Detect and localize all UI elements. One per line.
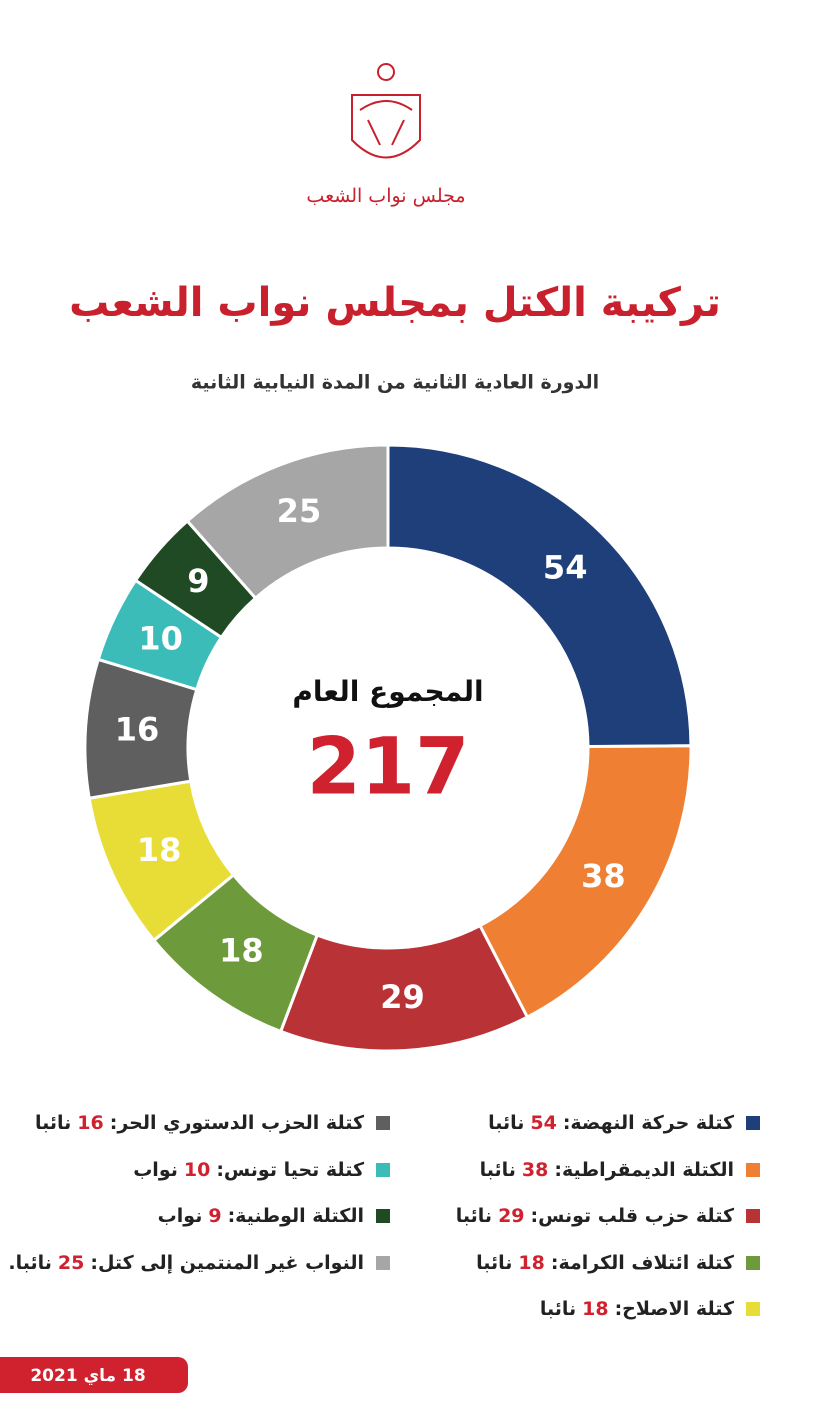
legend-unit: نائبا <box>34 1112 72 1134</box>
legend-name: كتلة تحيا تونس: <box>216 1158 364 1181</box>
data-label: 9 <box>187 562 209 600</box>
legend-name: الكتلة الديمقراطية: <box>554 1158 734 1181</box>
legend-value: 25 <box>57 1251 85 1274</box>
legend-swatch <box>376 1116 390 1130</box>
donut-segment <box>386 443 693 749</box>
data-label: 16 <box>115 711 160 749</box>
legend-swatch <box>746 1255 760 1270</box>
legend-swatch <box>746 1302 760 1316</box>
legend-item: كتلة الاصلاح: 18 نائبا <box>540 1298 760 1320</box>
legend-unit: نائبا <box>479 1158 516 1181</box>
legend-item: كتلة تحيا تونس: 10 نواب <box>133 1159 390 1181</box>
data-label: 18 <box>219 931 264 969</box>
donut-segment <box>185 443 390 601</box>
legend-value: 54 <box>530 1112 557 1134</box>
legend-unit: نواب <box>157 1205 203 1227</box>
center-total: 217 <box>307 722 470 812</box>
center-label: المجموع العام <box>292 675 483 708</box>
legend-item: النواب غير المنتمين إلى كتل: 25 نائبا. <box>8 1252 390 1274</box>
legend-swatch <box>376 1162 390 1177</box>
logo-text: مجلس نواب الشعب <box>306 185 465 207</box>
legend-unit: نائبا <box>488 1112 525 1134</box>
legend-swatch <box>376 1209 390 1223</box>
legend-name: كتلة حركة النهضة: <box>562 1112 734 1134</box>
legend-value: 9 <box>208 1205 222 1227</box>
chart-subtitle: الدورة العادية الثانية من المدة النيابية… <box>191 372 599 394</box>
legend-name: النواب غير المنتمين إلى كتل: <box>90 1251 364 1274</box>
legend-item: كتلة حزب قلب تونس: 29 نائبا <box>456 1205 760 1227</box>
date-pill <box>0 1357 188 1393</box>
data-label: 38 <box>581 857 626 895</box>
legend-name: كتلة الاصلاح: <box>614 1298 734 1320</box>
data-label: 25 <box>277 492 322 530</box>
date: 18 ماي 2021 <box>30 1366 145 1386</box>
legend-item: كتلة ائتلاف الكرامة: 18 نائبا <box>476 1252 760 1274</box>
legend-unit: نائبا <box>539 1298 577 1320</box>
legend-value: 16 <box>77 1112 104 1134</box>
legend-swatch <box>746 1162 760 1177</box>
legend-unit: نائبا <box>476 1251 513 1274</box>
legend-swatch <box>746 1209 760 1223</box>
legend-value: 18 <box>518 1251 545 1274</box>
data-label: 10 <box>138 620 183 658</box>
legend-swatch <box>376 1255 390 1270</box>
legend-item: كتلة الحزب الدستوري الحر: 16 نائبا <box>35 1112 390 1134</box>
legend-value: 10 <box>183 1158 211 1181</box>
legend-unit: نائبا. <box>8 1251 52 1274</box>
legend-name: كتلة الحزب الدستوري الحر: <box>109 1112 364 1134</box>
legend-value: 18 <box>582 1298 609 1320</box>
legend-value: 29 <box>498 1205 525 1227</box>
legend-item: الكتلة الوطنية: 9 نواب <box>158 1205 390 1227</box>
legend-name: كتلة ائتلاف الكرامة: <box>550 1251 734 1274</box>
legend-item: كتلة حركة النهضة: 54 نائبا <box>488 1112 760 1134</box>
data-label: 54 <box>543 549 588 587</box>
data-label: 29 <box>380 978 425 1016</box>
legend-name: كتلة حزب قلب تونس: <box>530 1205 734 1227</box>
legend-unit: نائبا <box>455 1205 493 1227</box>
legend-name: الكتلة الوطنية: <box>227 1205 364 1227</box>
legend-value: 38 <box>521 1158 549 1181</box>
logo <box>351 63 421 159</box>
data-label: 18 <box>137 831 182 869</box>
chart-title: تركيبة الكتل بمجلس نواب الشعب <box>69 280 721 326</box>
legend-swatch <box>746 1116 760 1130</box>
legend-unit: نواب <box>133 1158 178 1181</box>
legend-item: الكتلة الديمقراطية: 38 نائبا <box>480 1159 760 1181</box>
